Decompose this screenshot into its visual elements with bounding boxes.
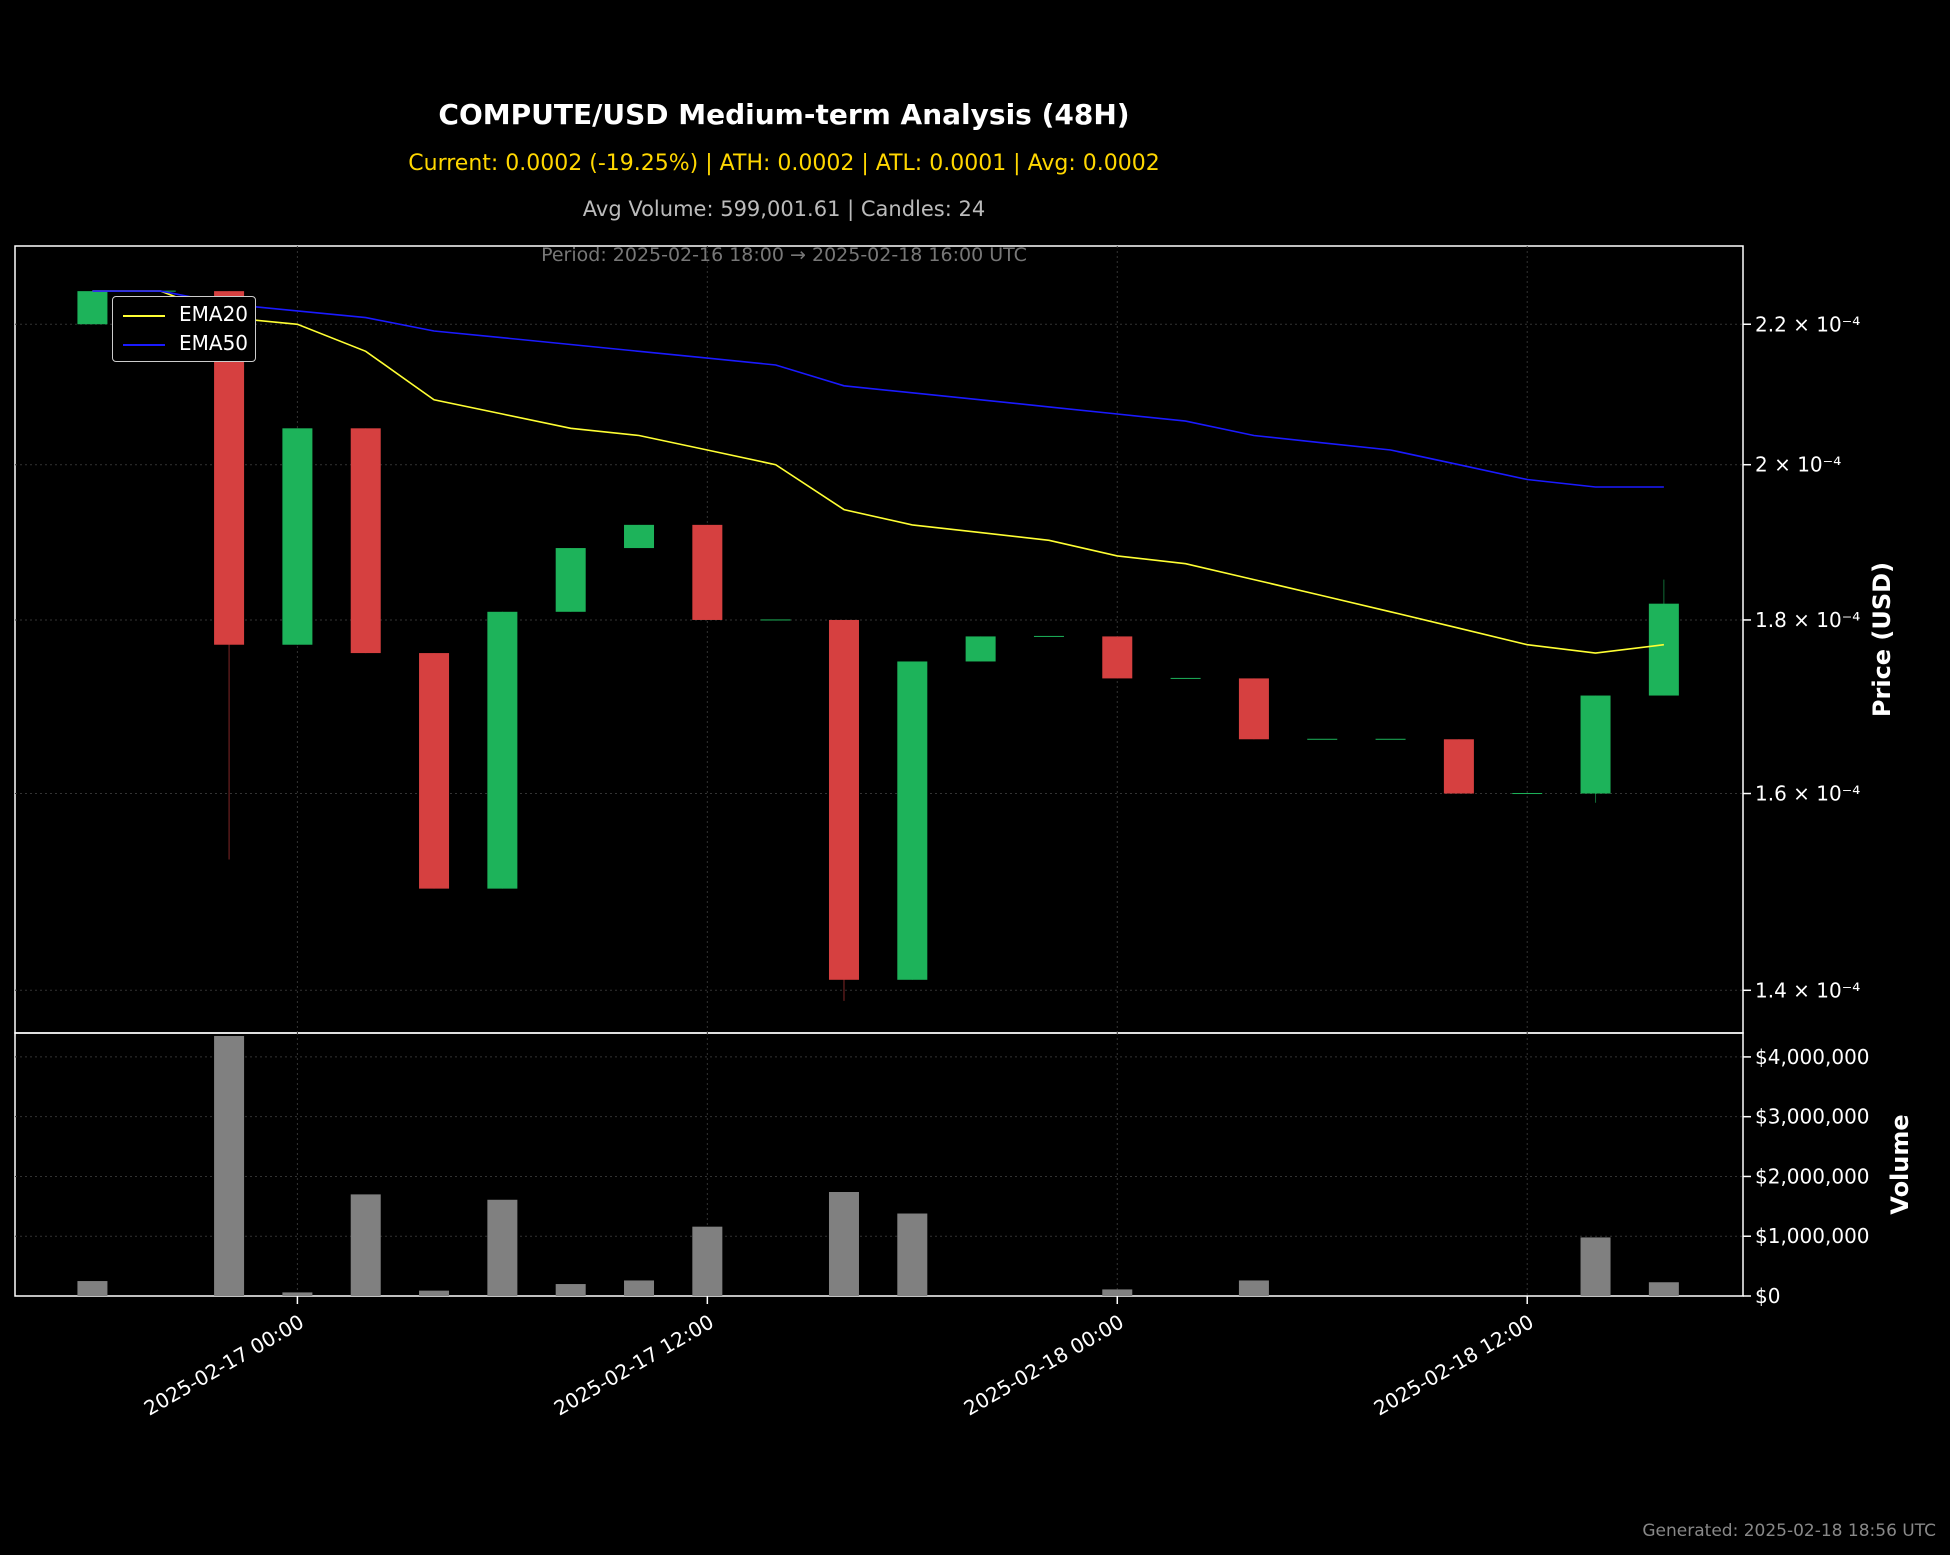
y-tick-label-price: 2.2 × 10⁻⁴ <box>1755 312 1860 336</box>
candle-up <box>1512 793 1543 795</box>
y-axis-label-volume: Volume <box>1886 1114 1914 1214</box>
volume-bar <box>1238 1280 1269 1296</box>
legend-label-ema20: EMA20 <box>179 302 249 326</box>
volume-bar <box>624 1280 655 1296</box>
candle-up <box>555 548 586 612</box>
y-tick-label-price: 1.6 × 10⁻⁴ <box>1755 782 1860 806</box>
volume-bar <box>487 1199 518 1296</box>
candle-down <box>692 524 723 620</box>
x-tick-label: 2025-02-17 00:00 <box>140 1310 308 1421</box>
candle-down <box>419 653 450 889</box>
legend-label-ema50: EMA50 <box>179 331 249 355</box>
volume-bar <box>692 1226 723 1296</box>
y-tick-label-price: 1.4 × 10⁻⁴ <box>1755 978 1860 1002</box>
volume-bar <box>77 1281 108 1296</box>
x-tick-label: 2025-02-18 00:00 <box>960 1310 1128 1421</box>
candle-up <box>1375 738 1406 740</box>
volume-bar <box>282 1292 313 1296</box>
candle-up <box>1307 738 1338 740</box>
price-panel-frame <box>14 245 1744 1034</box>
volume-bar <box>214 1035 245 1296</box>
series-line-ema50 <box>92 290 1664 488</box>
candle-up <box>1033 635 1064 637</box>
y-tick-label-volume: $3,000,000 <box>1755 1105 1870 1129</box>
volume-bar <box>555 1284 586 1296</box>
y-tick-label-price: 2 × 10⁻⁴ <box>1755 453 1841 477</box>
generated-timestamp: Generated: 2025-02-18 18:56 UTC <box>1642 1521 1936 1541</box>
volume-bar <box>828 1191 859 1296</box>
volume-summary: Avg Volume: 599,001.61 | Candles: 24 <box>582 197 986 221</box>
y-tick-label-volume: $1,000,000 <box>1755 1224 1870 1248</box>
legend-swatch-ema20 <box>123 315 165 317</box>
x-tick-label: 2025-02-17 12:00 <box>550 1310 718 1421</box>
volume-bar <box>1580 1237 1611 1296</box>
candle-up <box>760 619 791 621</box>
volume-bar <box>350 1194 381 1296</box>
period-summary: Period: 2025-02-16 18:00 → 2025-02-18 16… <box>541 244 1027 266</box>
y-tick-label-volume: $2,000,000 <box>1755 1164 1870 1188</box>
candle-up <box>282 428 313 645</box>
candle-up <box>1648 603 1679 696</box>
candle-up <box>487 611 518 889</box>
volume-bar <box>1648 1282 1679 1296</box>
legend: EMA20 EMA50 <box>112 296 256 362</box>
candle-up <box>77 291 108 325</box>
candle-down <box>1443 739 1474 794</box>
candle-up <box>1170 677 1201 679</box>
chart-title: COMPUTE/USD Medium-term Analysis (48H) <box>438 98 1130 131</box>
volume-bar <box>1102 1289 1133 1296</box>
volume-bar <box>419 1290 450 1296</box>
candle-down <box>1238 678 1269 740</box>
y-tick-label-volume: $4,000,000 <box>1755 1045 1870 1069</box>
candle-up <box>624 524 655 549</box>
candle-up <box>1580 695 1611 794</box>
series-line-ema20 <box>92 290 1664 654</box>
candle-down <box>1102 636 1133 679</box>
x-tick-label: 2025-02-18 12:00 <box>1370 1310 1538 1421</box>
volume-panel-frame <box>14 1032 1744 1297</box>
y-tick-label-volume: $0 <box>1755 1284 1780 1308</box>
chart-subtitle: Current: 0.0002 (-19.25%) | ATH: 0.0002 … <box>408 151 1160 176</box>
candle-down <box>828 619 859 980</box>
volume-bar <box>897 1213 928 1296</box>
candle-down <box>350 428 381 654</box>
candle-up <box>897 661 928 980</box>
candle-up <box>965 636 996 662</box>
legend-swatch-ema50 <box>123 344 165 346</box>
y-tick-label-price: 1.8 × 10⁻⁴ <box>1755 608 1860 632</box>
y-axis-label-price: Price (USD) <box>1868 562 1896 717</box>
